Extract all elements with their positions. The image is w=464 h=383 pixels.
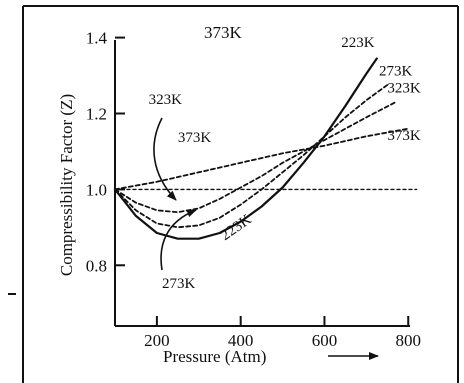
curve-label: 273K — [379, 64, 413, 80]
curve-label: 373K — [178, 130, 212, 146]
y-tick-label: 0.8 — [86, 256, 107, 275]
pointer-arrow-273k — [160, 209, 197, 271]
curve-label: 373K — [387, 128, 421, 144]
y-tick-label: 1.0 — [86, 180, 107, 199]
curve-label: 273K — [162, 276, 196, 292]
series-layer — [113, 57, 418, 240]
y-tick-label: 1.2 — [86, 104, 107, 123]
x-tick-label: 800 — [395, 331, 421, 350]
x-tick-label: 400 — [228, 331, 254, 350]
pointer-arrows — [153, 117, 197, 271]
pointer-arrow-323k — [153, 117, 177, 201]
x-tick-label: 200 — [144, 331, 170, 350]
curve-label: 323K — [387, 81, 421, 97]
series-line-323k — [114, 101, 397, 214]
y-tick-label: 1.4 — [86, 29, 108, 48]
x-axis-label: Pressure (Atm) — [163, 347, 266, 366]
series-line-373k — [114, 127, 410, 191]
curve-label: 223K — [341, 35, 375, 51]
axes — [114, 40, 410, 327]
x-tick-label: 600 — [312, 331, 338, 350]
y-axis-label: Compressibility Factor (Z) — [57, 94, 76, 276]
series-line-273k — [114, 84, 389, 229]
curve-label: 323K — [149, 92, 183, 108]
top-annotation: 373K — [204, 23, 243, 42]
series-line-223k — [113, 57, 378, 240]
x-axis-label-group: Pressure (Atm) — [163, 347, 379, 366]
